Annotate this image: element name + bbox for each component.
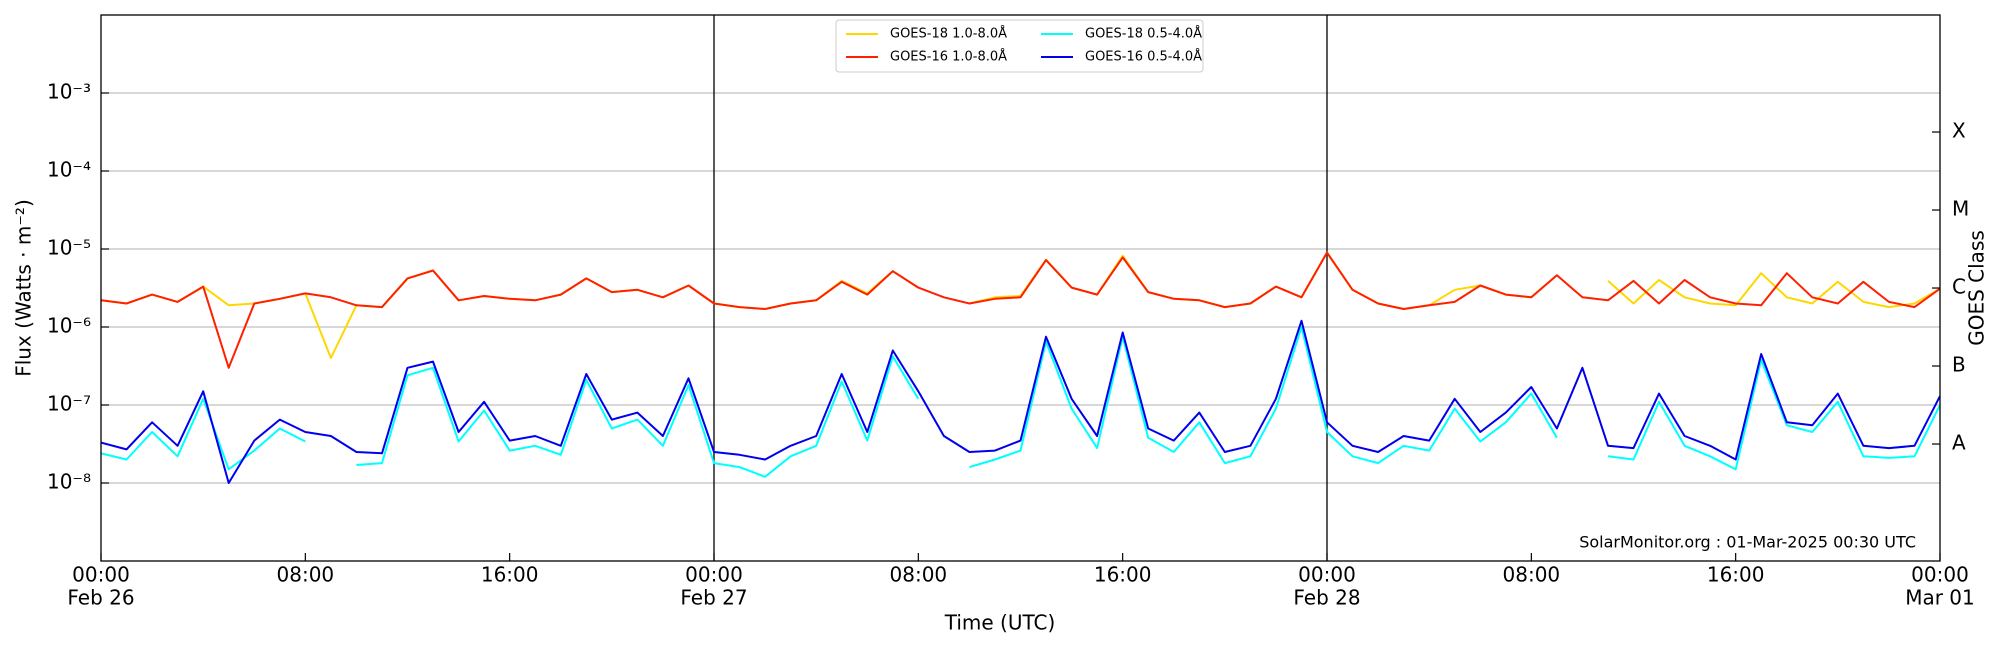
- x-tick-label: 08:00: [890, 563, 948, 587]
- x-tick-date: Mar 01: [1905, 586, 1975, 610]
- legend-label: GOES-16 0.5-4.0Å: [1085, 49, 1202, 65]
- y-axis-label: Flux (Watts · m⁻²): [12, 199, 36, 377]
- y-tick-label: 10⁻⁶: [47, 314, 91, 338]
- legend-label: GOES-18 1.0-8.0Å: [890, 26, 1007, 42]
- x-tick-label: 16:00: [1094, 563, 1152, 587]
- y2-axis-label: GOES Class: [1965, 230, 1989, 346]
- series-line: [101, 251, 1940, 359]
- y-tick-label: 10⁻³: [47, 80, 91, 104]
- x-tick-label: 08:00: [277, 563, 335, 587]
- plot-frame: [100, 14, 1941, 562]
- x-tick-label: 00:00: [685, 563, 743, 587]
- y2-tick-label: X: [1952, 119, 1966, 143]
- y-tick-label: 10⁻⁸: [47, 470, 91, 494]
- series-line: [101, 326, 1940, 478]
- legend-label: GOES-16 1.0-8.0Å: [890, 49, 1007, 65]
- y-tick-label: 10⁻⁴: [47, 158, 91, 182]
- x-tick-label: 00:00: [72, 563, 130, 587]
- y2-tick-label: A: [1952, 431, 1966, 455]
- x-tick-date: Feb 27: [680, 586, 747, 610]
- series-line: [101, 319, 1940, 484]
- y2-tick-label: C: [1952, 275, 1966, 299]
- legend-label: GOES-18 0.5-4.0Å: [1085, 26, 1202, 42]
- x-tick-label: 00:00: [1298, 563, 1356, 587]
- legend-box: [835, 19, 1204, 73]
- annotation: SolarMonitor.org : 01-Mar-2025 00:30 UTC: [1579, 533, 1916, 552]
- y-tick-label: 10⁻⁷: [47, 392, 91, 416]
- x-tick-label: 16:00: [1707, 563, 1765, 587]
- y2-tick-label: B: [1952, 353, 1966, 377]
- x-tick-label: 00:00: [1911, 563, 1969, 587]
- x-axis-label: Time (UTC): [944, 611, 1056, 635]
- x-tick-date: Feb 26: [67, 586, 134, 610]
- x-tick-label: 16:00: [481, 563, 539, 587]
- x-tick-date: Feb 28: [1293, 586, 1360, 610]
- y-tick-label: 10⁻⁵: [47, 236, 91, 260]
- x-tick-label: 08:00: [1503, 563, 1561, 587]
- series-line: [101, 251, 1940, 369]
- y2-tick-label: M: [1952, 197, 1969, 221]
